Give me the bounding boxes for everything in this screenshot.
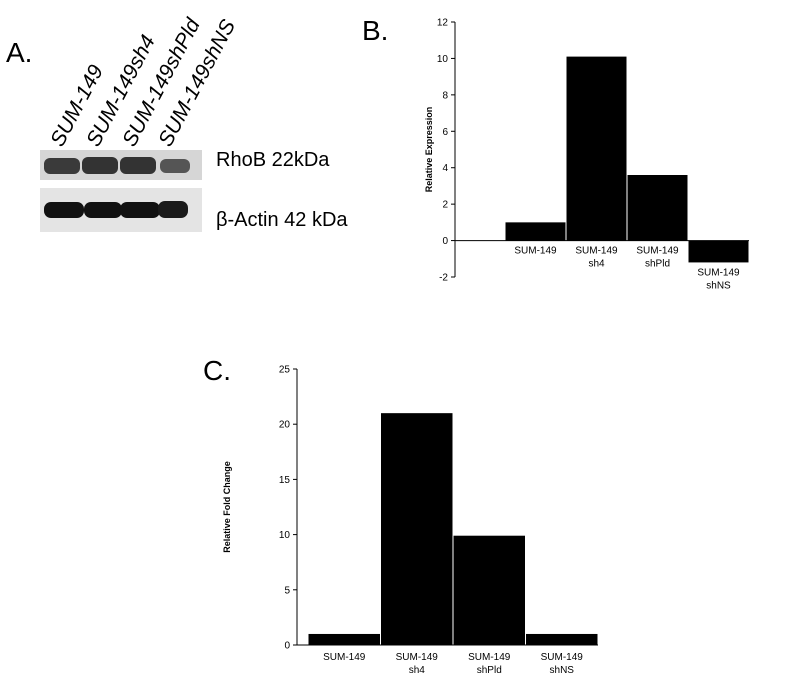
bar: [453, 535, 525, 645]
y-axis-label: Relative Expression: [424, 107, 434, 193]
y-tick-label: 25: [279, 365, 291, 376]
band-label: β-Actin 42 kDa: [216, 209, 348, 231]
bar: [566, 56, 627, 241]
x-tick-label: SUM-149 shPld: [636, 246, 679, 270]
bar: [381, 413, 453, 645]
bar: [627, 175, 688, 241]
y-tick-label: 15: [279, 475, 291, 486]
bar: [308, 633, 380, 645]
band-label: RhoB 22kDa: [216, 149, 330, 171]
bar: [688, 240, 749, 263]
x-tick-label: SUM-149: [514, 246, 557, 257]
y-tick-label: 10: [437, 54, 449, 65]
y-tick-label: 0: [284, 641, 290, 652]
x-tick-label: SUM-149: [323, 652, 366, 663]
y-axis-label: Relative Fold Change: [222, 461, 232, 553]
x-tick-label: SUM-149 shPld: [468, 652, 511, 676]
y-tick-label: 8: [442, 90, 448, 101]
x-tick-label: SUM-149 shNS: [697, 267, 740, 291]
panel-label: C.: [203, 355, 231, 386]
panel-label: B.: [362, 15, 388, 46]
y-tick-label: 10: [279, 530, 291, 541]
x-tick-label: SUM-149 shNS: [541, 652, 584, 676]
bar: [505, 222, 566, 241]
y-tick-label: 20: [279, 420, 291, 431]
y-tick-label: 12: [437, 18, 449, 29]
x-tick-label: SUM-149 sh4: [396, 652, 439, 676]
y-tick-label: 5: [284, 585, 290, 596]
bar: [526, 633, 598, 645]
y-tick-label: -2: [439, 273, 448, 284]
y-tick-label: 6: [442, 127, 448, 138]
panel-label: A.: [6, 37, 32, 68]
y-tick-label: 0: [442, 236, 448, 247]
x-tick-label: SUM-149 sh4: [575, 246, 618, 270]
y-tick-label: 4: [442, 163, 448, 174]
y-tick-label: 2: [442, 200, 448, 211]
blot-image: [40, 150, 202, 232]
